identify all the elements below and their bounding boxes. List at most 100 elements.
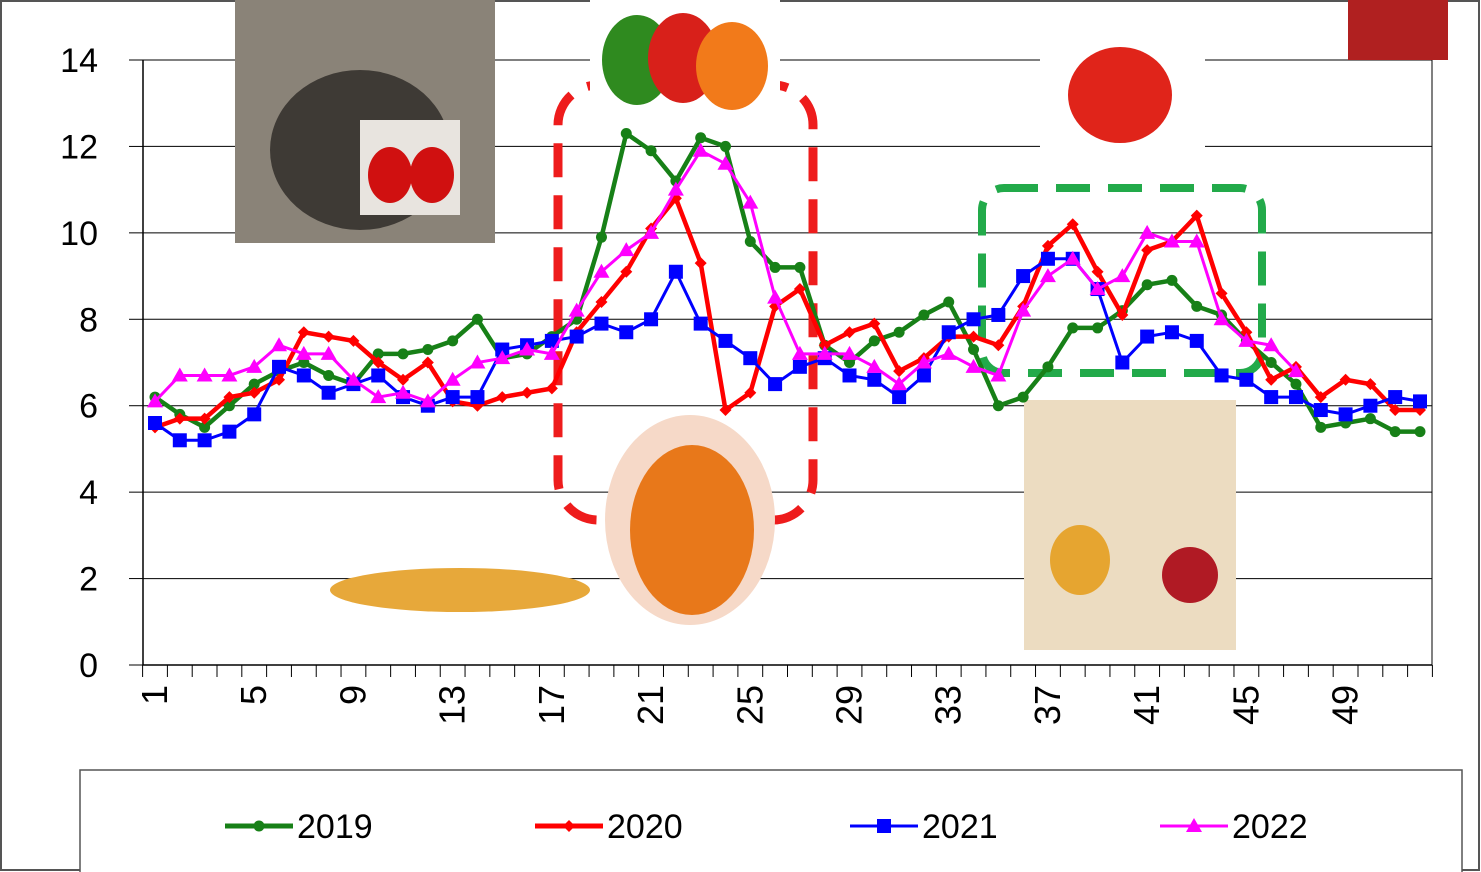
marker (472, 314, 483, 325)
marker (619, 325, 633, 339)
marker (694, 317, 708, 331)
y-tick-label: 14 (60, 42, 98, 80)
marker (993, 400, 1004, 411)
marker (1166, 275, 1177, 286)
marker (644, 312, 658, 326)
marker (1264, 390, 1278, 404)
marker (1363, 399, 1377, 413)
marker (1092, 322, 1103, 333)
marker (1388, 390, 1402, 404)
marker (892, 390, 906, 404)
marker (1041, 252, 1055, 266)
marker (1415, 426, 1426, 437)
y-tick-label: 4 (79, 474, 98, 512)
marker (967, 312, 981, 326)
marker (1018, 392, 1029, 403)
marker (621, 128, 632, 139)
marker (1115, 356, 1129, 370)
marker (718, 334, 732, 348)
marker (254, 821, 265, 832)
x-tick-label: 33 (928, 685, 969, 725)
marker (1190, 334, 1204, 348)
marker (867, 373, 881, 387)
image-pepper-shape (630, 445, 754, 615)
legend-label: 2019 (297, 808, 373, 846)
marker (646, 145, 657, 156)
x-tick-label: 45 (1225, 685, 1266, 725)
legend-label: 2020 (607, 808, 683, 846)
marker (1290, 379, 1301, 390)
y-tick-label: 12 (60, 128, 98, 166)
marker (470, 390, 484, 404)
marker (1142, 279, 1153, 290)
marker (794, 262, 805, 273)
image-honey (1050, 525, 1110, 595)
legend-label: 2021 (922, 808, 998, 846)
image-tomato-shape (1068, 47, 1172, 143)
x-tick-label: 9 (332, 685, 373, 705)
image-pomegranate (1162, 547, 1218, 603)
x-tick-label: 17 (531, 685, 572, 725)
marker (1413, 394, 1427, 408)
x-tick-label: 29 (829, 685, 870, 725)
marker (917, 368, 931, 382)
marker (770, 262, 781, 273)
image-insect (330, 568, 590, 612)
marker (422, 344, 433, 355)
marker (695, 132, 706, 143)
marker (991, 308, 1005, 322)
chart: 0246810121415913172125293337414549 20192… (0, 0, 1481, 872)
marker (323, 370, 334, 381)
y-tick-label: 6 (79, 388, 98, 426)
marker (247, 407, 261, 421)
marker (222, 425, 236, 439)
x-tick-label: 5 (233, 685, 274, 705)
marker (877, 819, 891, 833)
marker (272, 360, 286, 374)
marker (570, 330, 584, 344)
marker (1314, 403, 1328, 417)
marker (1067, 322, 1078, 333)
x-tick-label: 49 (1325, 685, 1366, 725)
marker (743, 351, 757, 365)
marker (446, 390, 460, 404)
marker (869, 335, 880, 346)
marker (371, 368, 385, 382)
y-tick-label: 8 (79, 301, 98, 339)
marker (968, 344, 979, 355)
marker (843, 368, 857, 382)
marker (669, 265, 683, 279)
marker (148, 416, 162, 430)
image-pepper-shape (696, 22, 768, 110)
y-tick-label: 2 (79, 561, 98, 599)
image-pepper-shape (368, 147, 412, 203)
x-tick-label: 13 (432, 685, 473, 725)
marker (1390, 426, 1401, 437)
marker (745, 236, 756, 247)
marker (596, 232, 607, 243)
y-tick-label: 0 (79, 647, 98, 685)
marker (173, 433, 187, 447)
marker (793, 360, 807, 374)
marker (1315, 422, 1326, 433)
marker (918, 309, 929, 320)
marker (1016, 269, 1030, 283)
marker (1339, 407, 1353, 421)
marker (594, 317, 608, 331)
marker (1165, 325, 1179, 339)
x-tick-label: 37 (1027, 685, 1068, 725)
marker (198, 433, 212, 447)
image-greeting (1024, 400, 1236, 650)
marker (1239, 373, 1253, 387)
image-corner (1348, 0, 1448, 60)
marker (894, 327, 905, 338)
marker (768, 377, 782, 391)
marker (1215, 368, 1229, 382)
x-tick-label: 25 (729, 685, 770, 725)
marker (447, 335, 458, 346)
marker (943, 297, 954, 308)
x-tick-label: 21 (630, 685, 671, 725)
marker (1140, 330, 1154, 344)
y-tick-label: 10 (60, 215, 98, 253)
marker (1289, 390, 1303, 404)
